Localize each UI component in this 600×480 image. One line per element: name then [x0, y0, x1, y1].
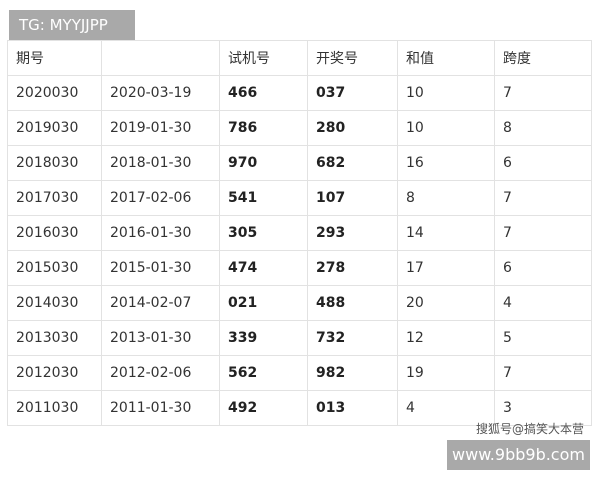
table-cell: 2013-01-30 [101, 320, 220, 356]
table-row: 2016030 2016-01-30 305 293 14 7 [7, 215, 592, 251]
header-cell [101, 40, 220, 76]
table-row: 2013030 2013-01-30 339 732 12 5 [7, 320, 592, 356]
table-cell: 732 [307, 320, 398, 356]
table-cell: 293 [307, 215, 398, 251]
table-cell: 7 [494, 215, 592, 251]
table-cell: 7 [494, 75, 592, 111]
table-cell: 305 [219, 215, 308, 251]
table-row: 2012030 2012-02-06 562 982 19 7 [7, 355, 592, 391]
table-cell: 8 [397, 180, 495, 216]
table-cell: 107 [307, 180, 398, 216]
table-cell: 2020030 [7, 75, 102, 111]
lottery-table: 期号 试机号 开奖号 和值 跨度 2020030 2020-03-19 466 037 10 7 20… [7, 40, 592, 426]
table-cell: 2014-02-07 [101, 285, 220, 321]
table-row: 2015030 2015-01-30 474 278 17 6 [7, 250, 592, 286]
header-row: 期号 试机号 开奖号 和值 跨度 [7, 40, 592, 76]
table-cell: 12 [397, 320, 495, 356]
table-cell: 7 [494, 355, 592, 391]
table-cell: 7 [494, 180, 592, 216]
table-cell: 6 [494, 250, 592, 286]
table-cell: 10 [397, 110, 495, 146]
table-cell: 2016-01-30 [101, 215, 220, 251]
table-cell: 466 [219, 75, 308, 111]
table-cell: 2012-02-06 [101, 355, 220, 391]
table-cell: 021 [219, 285, 308, 321]
table-cell: 280 [307, 110, 398, 146]
table-cell: 474 [219, 250, 308, 286]
table-row: 2020030 2020-03-19 466 037 10 7 [7, 75, 592, 111]
table-cell: 2015-01-30 [101, 250, 220, 286]
table-cell: 17 [397, 250, 495, 286]
table-cell: 786 [219, 110, 308, 146]
table-cell: 970 [219, 145, 308, 181]
table-cell: 488 [307, 285, 398, 321]
table-cell: 8 [494, 110, 592, 146]
table-cell: 2013030 [7, 320, 102, 356]
table-cell: 2018-01-30 [101, 145, 220, 181]
table-cell: 2017030 [7, 180, 102, 216]
table-cell: 20 [397, 285, 495, 321]
table-cell: 10 [397, 75, 495, 111]
table-cell: 2011-01-30 [101, 390, 220, 426]
header-cell: 跨度 [494, 40, 592, 76]
table-cell: 2020-03-19 [101, 75, 220, 111]
header-cell: 期号 [7, 40, 102, 76]
table-row: 2019030 2019-01-30 786 280 10 8 [7, 110, 592, 146]
table-cell: 982 [307, 355, 398, 391]
table-cell: 278 [307, 250, 398, 286]
table-cell: 2014030 [7, 285, 102, 321]
table-cell: 562 [219, 355, 308, 391]
table-cell: 2019030 [7, 110, 102, 146]
table-cell: 492 [219, 390, 308, 426]
table-cell: 19 [397, 355, 495, 391]
table-cell: 4 [494, 285, 592, 321]
table-cell: 2016030 [7, 215, 102, 251]
table-cell: 14 [397, 215, 495, 251]
table-cell: 16 [397, 145, 495, 181]
table-cell: 5 [494, 320, 592, 356]
table-cell: 2012030 [7, 355, 102, 391]
table-row: 2018030 2018-01-30 970 682 16 6 [7, 145, 592, 181]
table-cell: 541 [219, 180, 308, 216]
table-cell: 6 [494, 145, 592, 181]
tg-label: TG: MYYJJPP [9, 10, 135, 40]
table-row: 2014030 2014-02-07 021 488 20 4 [7, 285, 592, 321]
table-cell: 2011030 [7, 390, 102, 426]
table-cell: 2017-02-06 [101, 180, 220, 216]
header-cell: 试机号 [219, 40, 308, 76]
header-cell: 开奖号 [307, 40, 398, 76]
table-cell: 682 [307, 145, 398, 181]
table-cell: 339 [219, 320, 308, 356]
table-row: 2017030 2017-02-06 541 107 8 7 [7, 180, 592, 216]
table-row: 2011030 2011-01-30 492 013 4 3 [7, 390, 592, 426]
table-cell: 3 [494, 390, 592, 426]
table-cell: 2018030 [7, 145, 102, 181]
url-label: www.9bb9b.com [447, 440, 590, 470]
table-cell: 037 [307, 75, 398, 111]
table-cell: 2019-01-30 [101, 110, 220, 146]
watermark: 搜狐号@搞笑大本营 [476, 422, 585, 436]
table-cell: 013 [307, 390, 398, 426]
header-cell: 和值 [397, 40, 495, 76]
table-cell: 2015030 [7, 250, 102, 286]
